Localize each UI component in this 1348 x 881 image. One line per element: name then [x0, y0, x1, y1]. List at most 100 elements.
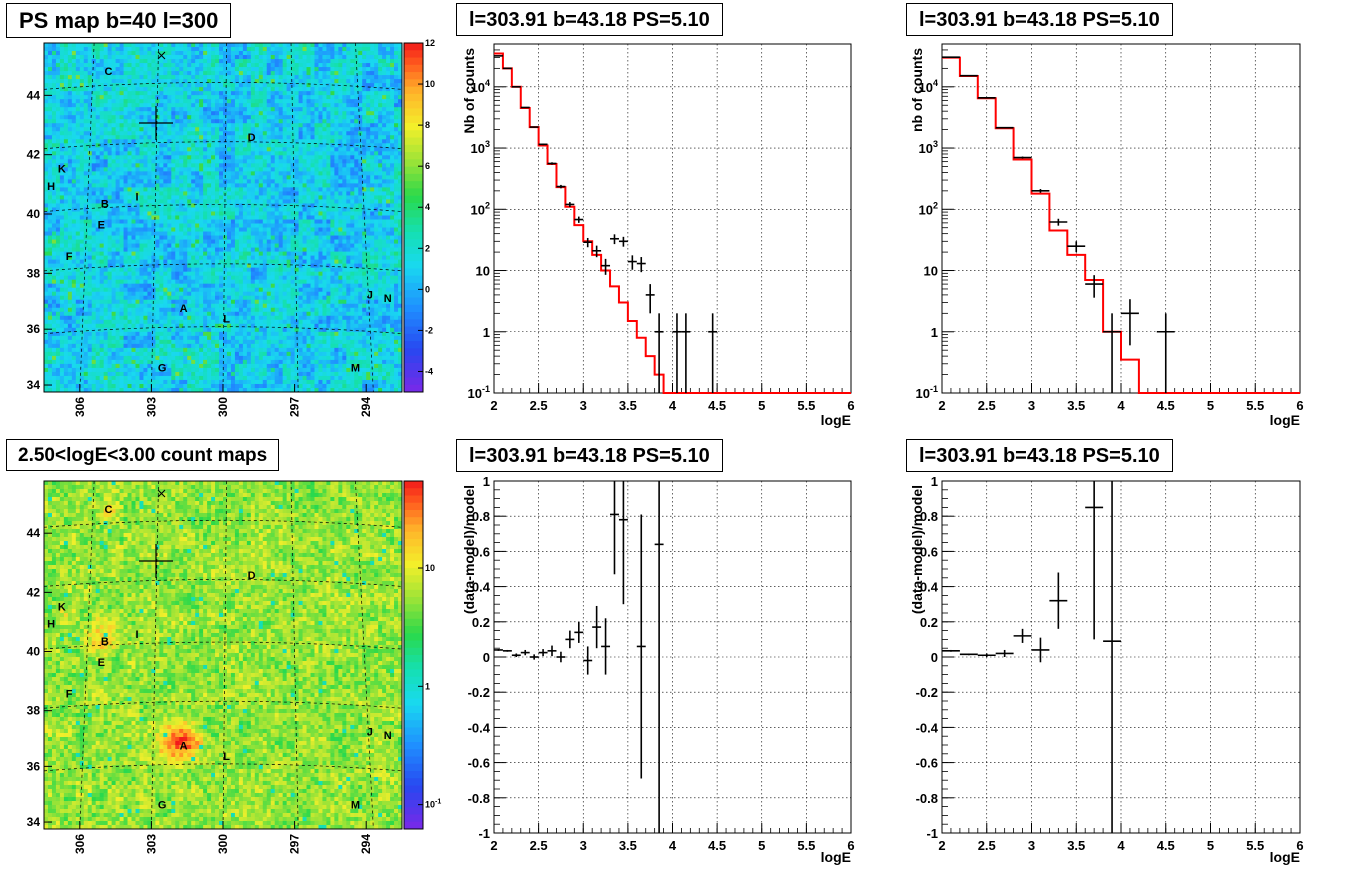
- map-pixel: [386, 99, 391, 104]
- map-pixel: [107, 219, 113, 225]
- map-pixel: [191, 71, 196, 76]
- map-pixel: [246, 235, 252, 241]
- map-pixel: [362, 67, 367, 72]
- map-pixel: [238, 203, 244, 208]
- map-pixel: [223, 55, 228, 60]
- map-pixel: [195, 239, 200, 245]
- map-pixel: [51, 207, 57, 212]
- map-pixel: [95, 147, 101, 152]
- map-pixel: [123, 179, 129, 184]
- map-pixel: [63, 139, 69, 144]
- map-pixel: [175, 75, 180, 80]
- map-pixel: [199, 159, 204, 164]
- map-pixel: [131, 235, 136, 241]
- map-pixel: [131, 139, 136, 144]
- map-pixel: [127, 155, 133, 160]
- map-pixel: [362, 83, 367, 88]
- map-pixel: [318, 87, 323, 92]
- map-pixel: [123, 135, 129, 140]
- map-pixel: [203, 87, 208, 92]
- map-pixel: [207, 159, 212, 164]
- map-pixel: [215, 263, 220, 269]
- map-pixel: [334, 179, 339, 184]
- map-pixel: [250, 55, 256, 60]
- map-pixel: [238, 103, 244, 108]
- map-pixel: [75, 207, 81, 212]
- map-pixel: [262, 147, 268, 152]
- map-pixel: [234, 71, 240, 76]
- map-pixel: [183, 43, 188, 48]
- map-pixel: [123, 131, 129, 136]
- map-pixel: [79, 231, 85, 237]
- map-pixel: [310, 55, 315, 60]
- map-pixel: [298, 139, 304, 144]
- map-pixel: [51, 259, 57, 265]
- map-pixel: [155, 119, 160, 124]
- map-pixel: [183, 155, 188, 160]
- map-pixel: [51, 251, 57, 257]
- map-pixel: [278, 87, 284, 92]
- map-pixel: [151, 243, 156, 249]
- map-pixel: [242, 211, 248, 216]
- map-pixel: [254, 75, 260, 80]
- map-pixel: [127, 91, 133, 96]
- map-pixel: [330, 175, 335, 180]
- map-pixel: [234, 167, 240, 172]
- map-pixel: [250, 79, 256, 84]
- map-pixel: [266, 151, 272, 156]
- map-pixel: [207, 67, 212, 72]
- map-pixel: [123, 147, 129, 152]
- map-pixel: [386, 103, 391, 108]
- map-pixel: [310, 219, 315, 225]
- map-pixel: [310, 139, 315, 144]
- map-pixel: [242, 187, 248, 192]
- map-pixel: [79, 87, 85, 92]
- map-pixel: [83, 195, 89, 200]
- map-pixel: [67, 143, 73, 148]
- map-pixel: [242, 135, 248, 140]
- map-pixel: [207, 203, 212, 208]
- map-pixel: [294, 99, 300, 104]
- map-pixel: [266, 75, 272, 80]
- map-pixel: [103, 111, 109, 116]
- map-pixel: [131, 71, 136, 76]
- map-pixel: [394, 87, 399, 92]
- map-pixel: [358, 207, 363, 212]
- map-pixel: [223, 247, 228, 253]
- map-pixel: [290, 227, 296, 233]
- map-pixel: [47, 115, 53, 120]
- map-pixel: [322, 247, 327, 253]
- map-pixel: [163, 107, 168, 112]
- map-pixel: [215, 219, 220, 225]
- map-pixel: [127, 175, 133, 180]
- map-pixel: [99, 191, 105, 196]
- map-pixel: [310, 115, 315, 120]
- map-pixel: [95, 63, 101, 68]
- map-pixel: [302, 191, 308, 196]
- map-pixel: [187, 155, 192, 160]
- map-pixel: [358, 151, 363, 156]
- map-pixel: [155, 203, 160, 208]
- map-pixel: [191, 115, 196, 120]
- map-pixel: [262, 115, 268, 120]
- map-pixel: [179, 255, 184, 261]
- map-pixel: [151, 131, 156, 136]
- map-pixel: [370, 63, 375, 68]
- map-pixel: [350, 183, 355, 188]
- map-pixel: [195, 111, 200, 116]
- map-pixel: [211, 43, 216, 48]
- map-pixel: [199, 223, 204, 229]
- map-pixel: [223, 83, 228, 88]
- map-pixel: [187, 163, 192, 168]
- map-pixel: [191, 227, 196, 233]
- map-pixel: [246, 219, 252, 225]
- map-pixel: [230, 139, 236, 144]
- map-pixel: [215, 103, 220, 108]
- map-pixel: [71, 211, 77, 216]
- map-pixel: [318, 71, 323, 76]
- map-pixel: [71, 167, 77, 172]
- map-pixel: [203, 151, 208, 156]
- map-pixel: [63, 223, 69, 229]
- map-pixel: [59, 167, 65, 172]
- map-pixel: [370, 195, 375, 200]
